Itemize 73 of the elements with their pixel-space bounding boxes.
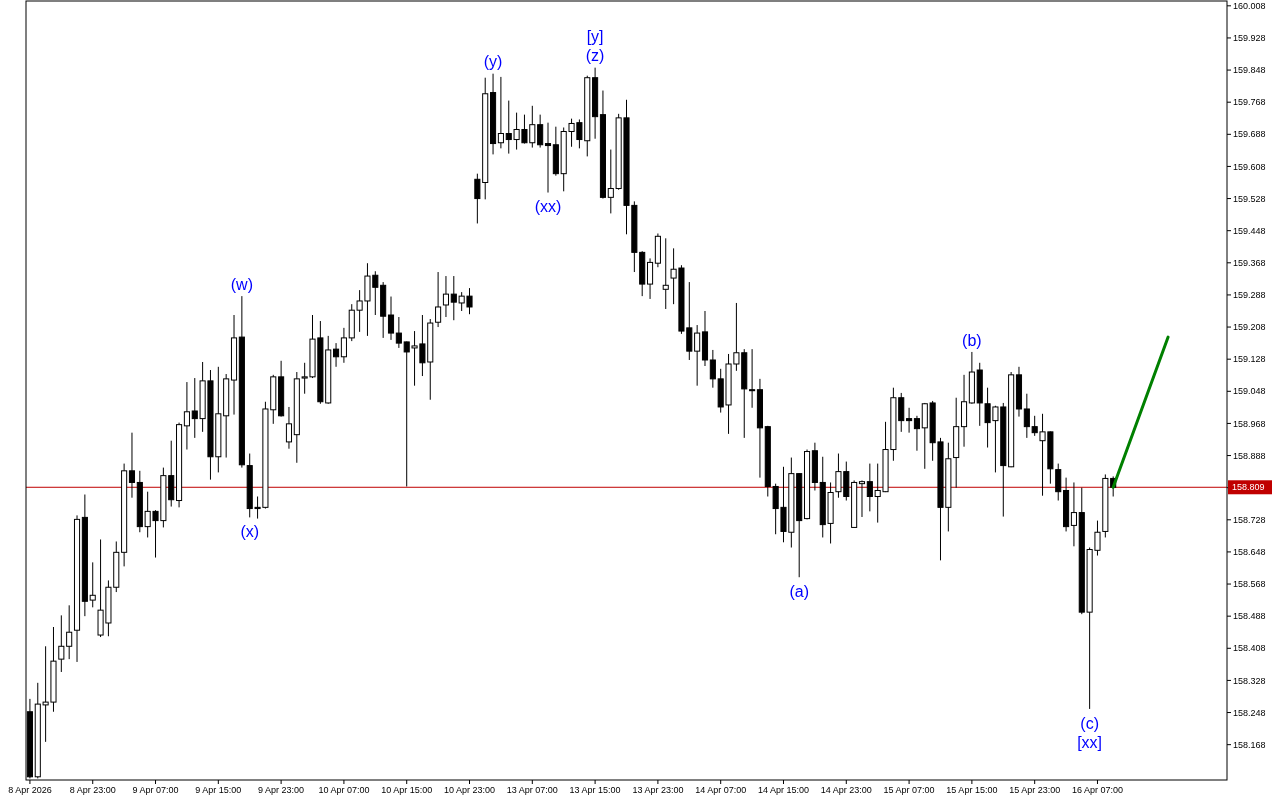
x-tick-label: 8 Apr 23:00 bbox=[69, 785, 116, 795]
x-tick-label: 14 Apr 23:00 bbox=[820, 785, 872, 795]
annotation: (z) bbox=[585, 47, 605, 65]
annotation: (y) bbox=[483, 53, 503, 71]
y-tick-label: 159.928 bbox=[1233, 33, 1266, 44]
candlestick bbox=[183, 381, 190, 451]
candlestick bbox=[285, 406, 293, 450]
x-tick-label: 9 Apr 07:00 bbox=[132, 785, 179, 795]
y-tick-label: 158.968 bbox=[1233, 418, 1266, 429]
x-tick-label: 14 Apr 15:00 bbox=[757, 785, 810, 795]
x-tick-label: 15 Apr 23:00 bbox=[1009, 785, 1061, 795]
annotation: (b) bbox=[962, 331, 982, 349]
x-tick-label: 10 Apr 23:00 bbox=[443, 785, 496, 795]
y-tick-label: 158.488 bbox=[1233, 611, 1266, 622]
annotation: [xx] bbox=[1077, 733, 1103, 751]
y-tick-label: 159.368 bbox=[1233, 257, 1266, 268]
x-tick-label: 15 Apr 07:00 bbox=[883, 785, 935, 795]
y-tick-label: 159.288 bbox=[1233, 290, 1266, 301]
x-tick-label: 13 Apr 15:00 bbox=[569, 785, 621, 795]
x-tick-label: 9 Apr 15:00 bbox=[195, 785, 242, 795]
candlestick bbox=[128, 432, 136, 499]
candlestick bbox=[662, 237, 669, 310]
y-tick-label: 158.728 bbox=[1233, 514, 1266, 525]
y-tick-label: 159.128 bbox=[1233, 354, 1266, 365]
y-tick-label: 158.408 bbox=[1233, 643, 1266, 654]
x-tick-label: 8 Apr 2026 bbox=[8, 785, 52, 795]
candlestick bbox=[89, 561, 96, 608]
annotation: (w) bbox=[230, 275, 253, 293]
y-tick-label: 158.648 bbox=[1233, 547, 1266, 558]
annotation: (c) bbox=[1080, 714, 1099, 732]
candlestick bbox=[647, 257, 654, 300]
y-tick-label: 158.568 bbox=[1233, 579, 1266, 590]
y-tick-label: 159.768 bbox=[1233, 97, 1266, 108]
y-tick-label: 159.048 bbox=[1233, 386, 1266, 397]
y-tick-label: 159.848 bbox=[1233, 65, 1266, 76]
candlestick bbox=[435, 271, 442, 328]
x-tick-label: 13 Apr 23:00 bbox=[632, 785, 684, 795]
y-tick-label: 159.688 bbox=[1233, 129, 1266, 140]
annotation: (x) bbox=[240, 522, 260, 540]
x-tick-label: 10 Apr 07:00 bbox=[318, 785, 370, 795]
y-tick-label: 158.168 bbox=[1233, 739, 1266, 750]
candlestick bbox=[395, 316, 402, 349]
candlestick bbox=[442, 275, 450, 318]
ref-line-label: 158.809 bbox=[1232, 482, 1265, 493]
candlestick bbox=[858, 479, 866, 518]
candlestick bbox=[694, 324, 701, 387]
y-tick-label: 158.248 bbox=[1233, 707, 1266, 718]
candlestick bbox=[544, 122, 552, 194]
candlestick bbox=[340, 327, 347, 364]
y-tick-label: 159.448 bbox=[1233, 225, 1266, 236]
x-tick-label: 13 Apr 07:00 bbox=[506, 785, 558, 795]
candlestick bbox=[1055, 463, 1062, 502]
candlestick bbox=[906, 407, 913, 434]
y-tick-label: 160.008 bbox=[1233, 0, 1266, 11]
x-tick-label: 9 Apr 23:00 bbox=[258, 785, 305, 795]
annotation: (xx) bbox=[534, 198, 562, 216]
y-tick-label: 158.328 bbox=[1233, 675, 1266, 686]
y-tick-label: 158.888 bbox=[1233, 450, 1266, 461]
candlestick bbox=[497, 76, 504, 149]
candlestick bbox=[749, 348, 756, 409]
y-tick-label: 159.208 bbox=[1233, 322, 1266, 333]
x-tick-label: 14 Apr 07:00 bbox=[695, 785, 747, 795]
x-tick-label: 16 Apr 07:00 bbox=[1071, 785, 1123, 795]
y-tick-label: 159.528 bbox=[1233, 193, 1266, 204]
candlestick bbox=[913, 415, 920, 452]
y-tick-label: 159.608 bbox=[1233, 161, 1266, 172]
annotation: [y] bbox=[586, 28, 604, 46]
x-tick-label: 15 Apr 15:00 bbox=[946, 785, 998, 795]
candlestick bbox=[387, 296, 395, 341]
annotation: (a) bbox=[789, 582, 809, 600]
candlestick bbox=[1070, 481, 1077, 547]
x-tick-label: 10 Apr 15:00 bbox=[381, 785, 433, 795]
candlestick bbox=[333, 342, 340, 368]
